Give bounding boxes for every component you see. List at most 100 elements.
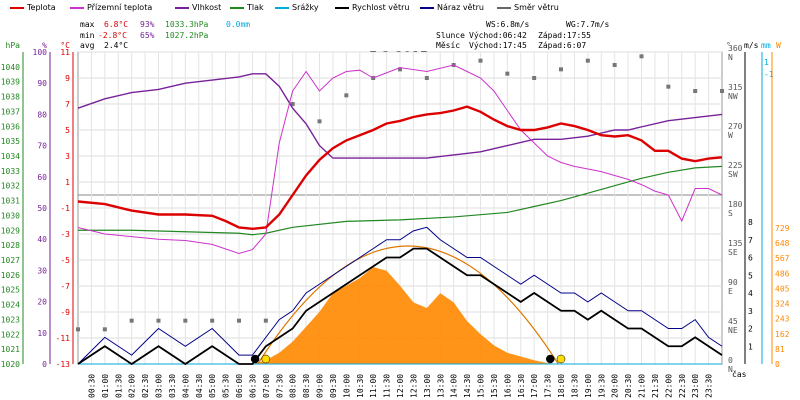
axis-unit-solar: W [776, 41, 781, 50]
stat-sun-label: Slunce [436, 31, 465, 40]
legend-item-6: Náraz větru [420, 3, 484, 13]
series-humidity [77, 73, 723, 159]
y-tick-temperature: 11 [60, 48, 70, 57]
legend-item-7: Směr větru [497, 3, 559, 13]
sun-moon-marker [261, 354, 271, 364]
y-tick-humidity: 50 [37, 204, 47, 213]
x-tick-label: 10:00 [342, 374, 351, 398]
x-tick-label: 08:30 [302, 374, 311, 398]
y-tick-humidity: 30 [37, 266, 47, 275]
y-tick-temperature: -3 [60, 230, 70, 239]
y-tick-temperature: -9 [60, 308, 70, 317]
legend-label: Směr větru [514, 3, 559, 12]
y-tick-solar: 648 [775, 239, 790, 248]
legend-swatch [10, 6, 24, 9]
stat-max-temp: 6.8°C [104, 20, 129, 29]
y-tick-pressure: 1036 [1, 122, 20, 131]
y-tick-temperature: -5 [60, 256, 70, 265]
x-tick-label: 16:30 [517, 374, 526, 398]
y-tick-humidity: 40 [37, 235, 47, 244]
x-tick-label: 04:00 [181, 374, 190, 398]
wind-dir-point [237, 318, 241, 323]
x-tick-label: 05:00 [208, 374, 217, 398]
wind-dir-point [183, 318, 188, 323]
y-tick-pressure: 1025 [1, 286, 20, 295]
wind-dir-point [532, 76, 537, 80]
y-tick-pressure: 1037 [1, 107, 20, 116]
x-tick-label: 22:30 [678, 374, 687, 398]
y-tick-humidity: 80 [37, 110, 47, 119]
x-tick-label: 06:30 [248, 374, 257, 398]
y-tick-wind-dir: 90 [728, 278, 738, 287]
x-tick-label: 20:00 [611, 374, 620, 398]
x-tick-label: 00:30 [87, 374, 96, 398]
y-tick-temperature: -13 [56, 360, 71, 369]
legend-label: Teplota [27, 3, 56, 12]
y-tick-pressure: 1027 [1, 256, 20, 265]
wind-dir-point [317, 119, 322, 124]
x-tick-label: 13:30 [436, 374, 445, 398]
y-tick-solar: 243 [775, 315, 790, 324]
x-tick-label: 16:00 [503, 374, 512, 398]
legend-label: Vlhkost [192, 3, 222, 12]
y-tick-wind-speed: 1 [748, 342, 753, 351]
legend-swatch [175, 6, 189, 9]
series-ground-temp [77, 64, 723, 255]
wind-dir-point [290, 102, 295, 106]
y-tick-wind-dir: 360 [728, 44, 743, 53]
wind-dir-point [102, 327, 107, 332]
y-tick-rain: -1 [764, 70, 774, 79]
y-tick-humidity: 20 [37, 298, 47, 307]
legend-item-0: Teplota [10, 3, 56, 13]
axis-unit-temperature: °C [60, 41, 70, 50]
x-tick-label: 03:30 [168, 374, 177, 398]
y-tick-wind-dir: 225 [728, 161, 743, 170]
x-tick-label: 20:30 [624, 374, 633, 398]
x-tick-label: 19:30 [597, 374, 606, 398]
y-tick-wind-dir-name: NW [728, 92, 738, 101]
x-tick-label: 13:00 [423, 374, 432, 398]
x-tick-label: 01:00 [101, 374, 110, 398]
sun-moon-marker [250, 354, 260, 364]
stat-min-label: min [80, 31, 95, 40]
x-tick-label: 11:00 [369, 374, 378, 398]
y-tick-pressure: 1032 [1, 182, 20, 191]
y-tick-temperature: -1 [60, 204, 70, 213]
stat-avg-label: avg [80, 41, 95, 50]
y-tick-solar: 81 [775, 345, 785, 354]
axis-unit-wind-dir: ° [726, 41, 731, 50]
y-tick-wind-dir-name: E [728, 287, 733, 296]
wind-dir-point [76, 327, 80, 332]
x-tick-label: 08:00 [289, 374, 298, 398]
y-tick-pressure: 1029 [1, 226, 20, 235]
series-pressure [78, 165, 723, 236]
y-tick-solar: 567 [775, 254, 790, 263]
y-tick-wind-dir-name: N [728, 53, 733, 62]
wind-dir-point [129, 318, 134, 323]
x-tick-label: 12:00 [396, 374, 405, 398]
y-tick-wind-speed: 3 [748, 307, 753, 316]
x-tick-label: 09:30 [329, 374, 338, 398]
legend-item-3: Tlak [230, 3, 264, 13]
stat-moon-set: Západ:6:07 [538, 41, 587, 50]
wind-dir-point [639, 54, 644, 59]
stat-moon-rise: Východ:17:45 [469, 41, 527, 50]
y-tick-temperature: 1 [65, 178, 70, 187]
y-tick-wind-dir: 315 [728, 83, 743, 92]
stat-ws: WS:6.8m/s [486, 20, 530, 29]
y-tick-humidity: 0 [42, 360, 47, 369]
y-tick-pressure: 1020 [1, 360, 20, 369]
x-tick-label: 18:30 [570, 374, 579, 398]
sun-arc [257, 245, 559, 365]
y-tick-solar: 405 [775, 284, 790, 293]
y-tick-pressure: 1033 [1, 167, 20, 176]
x-tick-label: 15:00 [477, 374, 486, 398]
x-tick-label: 07:00 [262, 374, 271, 398]
wind-dir-point [585, 58, 590, 63]
wind-dir-point [666, 84, 671, 89]
x-tick-label: 02:30 [141, 374, 150, 398]
y-tick-temperature: 3 [65, 152, 70, 161]
stat-min-temp: -2.8°C [98, 31, 127, 40]
legend-swatch [70, 6, 84, 9]
x-tick-label: 15:30 [490, 374, 499, 398]
